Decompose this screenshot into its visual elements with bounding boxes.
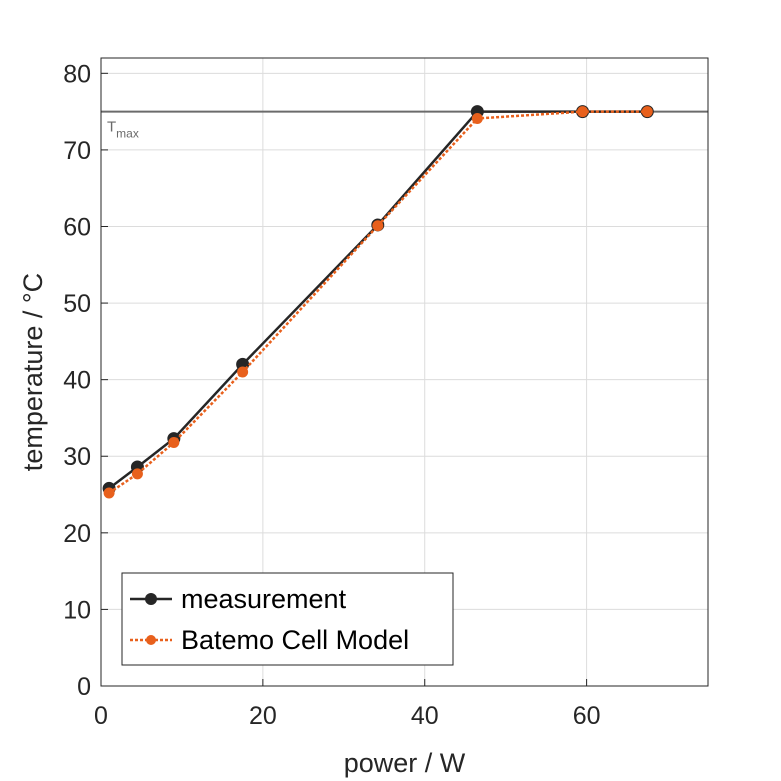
- y-tick-label: 80: [63, 60, 91, 88]
- data-point: [372, 220, 384, 232]
- series-line: [108, 110, 648, 490]
- legend-label: Batemo Cell Model: [181, 625, 409, 655]
- series-layer: [102, 105, 654, 499]
- y-tick-label: 20: [63, 520, 91, 548]
- tmax-label-main: T: [107, 119, 116, 136]
- x-tick-label: 0: [94, 702, 108, 730]
- y-tick-label: 70: [63, 137, 91, 165]
- x-axis-ticks: 0 20 40 60: [94, 679, 601, 730]
- series-line: [108, 110, 648, 495]
- plot-frame: [100, 57, 709, 687]
- y-tick-label: 10: [63, 596, 91, 624]
- y-tick-label: 30: [63, 443, 91, 471]
- legend-marker: [145, 593, 157, 605]
- data-point: [471, 113, 483, 125]
- tmax-label: Tmax: [107, 119, 139, 141]
- x-axis-label: power / W: [344, 748, 466, 778]
- tmax-label-subscript: max: [116, 127, 139, 141]
- data-point: [103, 487, 115, 499]
- legend-label: measurement: [181, 584, 347, 614]
- y-axis-label: temperature / °C: [18, 273, 48, 471]
- y-tick-label: 40: [63, 367, 91, 395]
- legend: measurement Batemo Cell Model: [121, 572, 454, 666]
- legend-box: [121, 572, 454, 666]
- grid: [100, 58, 708, 687]
- data-point: [577, 106, 589, 118]
- y-tick-label: 60: [63, 213, 91, 241]
- y-tick-label: 50: [63, 290, 91, 318]
- data-point: [168, 436, 180, 448]
- y-axis-ticks: 0 10 20 30 40 50 60 70 80: [63, 60, 108, 701]
- series-batemo-cell-model: [103, 106, 653, 499]
- y-tick-label: 0: [77, 673, 91, 701]
- legend-marker: [146, 635, 156, 645]
- x-tick-label: 40: [411, 702, 439, 730]
- data-point: [237, 366, 249, 378]
- x-tick-label: 60: [573, 702, 601, 730]
- data-point: [641, 106, 653, 118]
- data-point: [131, 468, 143, 480]
- x-tick-label: 20: [249, 702, 277, 730]
